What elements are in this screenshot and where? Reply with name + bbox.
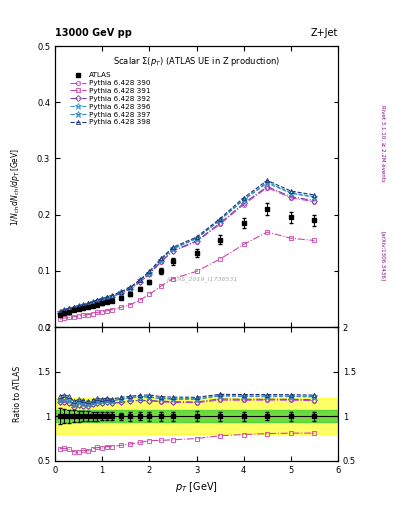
- Text: ATLAS_2019_I1736531: ATLAS_2019_I1736531: [166, 276, 238, 282]
- Text: Rivet 3.1.10, ≥ 2.2M events: Rivet 3.1.10, ≥ 2.2M events: [381, 105, 386, 182]
- Bar: [55, 398, 338, 434]
- Text: Z+Jet: Z+Jet: [310, 28, 338, 38]
- Text: [arXiv:1306.3436]: [arXiv:1306.3436]: [381, 231, 386, 281]
- Y-axis label: Ratio to ATLAS: Ratio to ATLAS: [13, 366, 22, 422]
- Legend: ATLAS, Pythia 6.428 390, Pythia 6.428 391, Pythia 6.428 392, Pythia 6.428 396, P: ATLAS, Pythia 6.428 390, Pythia 6.428 39…: [67, 69, 153, 129]
- Bar: [55, 410, 338, 422]
- Text: 13000 GeV pp: 13000 GeV pp: [55, 28, 132, 38]
- Y-axis label: $1/N_\mathrm{ch}\,dN_\mathrm{ch}/dp_T\,[\mathrm{GeV}]$: $1/N_\mathrm{ch}\,dN_\mathrm{ch}/dp_T\,[…: [9, 147, 22, 226]
- Text: Scalar $\Sigma(p_T)$ (ATLAS UE in Z production): Scalar $\Sigma(p_T)$ (ATLAS UE in Z prod…: [113, 54, 280, 68]
- X-axis label: $p_T$ [GeV]: $p_T$ [GeV]: [175, 480, 218, 494]
